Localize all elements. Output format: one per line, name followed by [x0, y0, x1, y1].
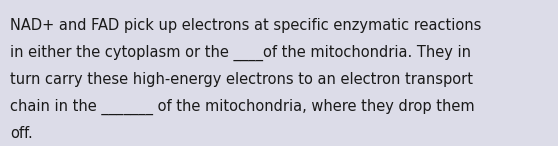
Text: turn carry these high-energy electrons to an electron transport: turn carry these high-energy electrons t… [10, 72, 473, 87]
Text: NAD+ and FAD pick up electrons at specific enzymatic reactions: NAD+ and FAD pick up electrons at specif… [10, 18, 482, 33]
Text: in either the cytoplasm or the ____of the mitochondria. They in: in either the cytoplasm or the ____of th… [10, 45, 471, 61]
Text: chain in the _______ of the mitochondria, where they drop them: chain in the _______ of the mitochondria… [10, 99, 475, 115]
Text: off.: off. [10, 126, 33, 141]
